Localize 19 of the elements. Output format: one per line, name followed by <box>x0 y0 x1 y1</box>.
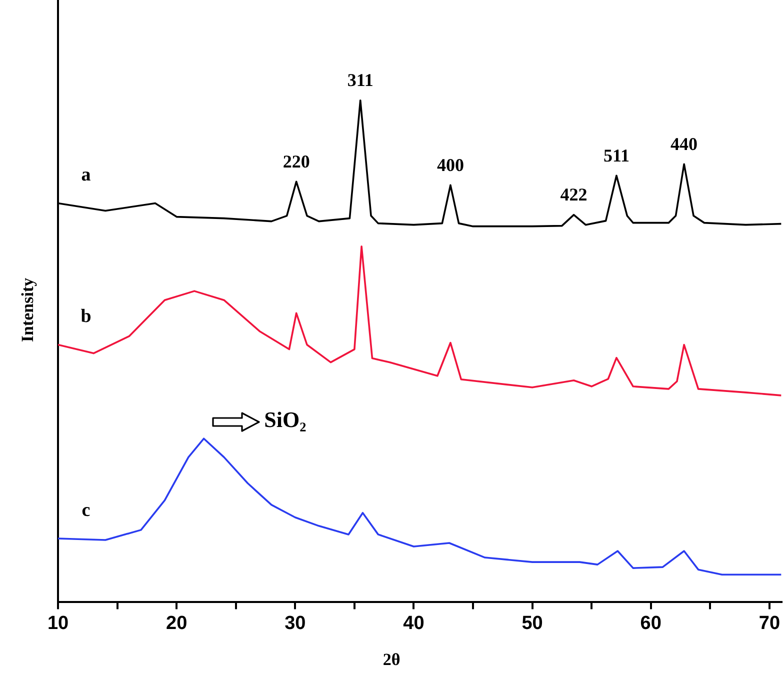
series-label: b <box>80 306 92 328</box>
y-axis-title: Intensity <box>18 276 38 344</box>
x-tick-label: 20 <box>166 612 188 634</box>
x-tick-label: 70 <box>758 612 780 634</box>
annotation: 511 <box>603 145 630 166</box>
annotation: 220 <box>282 151 310 172</box>
x-tick-label: 60 <box>640 612 662 634</box>
annotation: SiO₂ <box>264 407 307 432</box>
annotation: 422 <box>560 184 588 204</box>
series-label: c <box>82 500 90 521</box>
x-axis-title: 2θ <box>382 650 402 670</box>
series-label: a <box>81 164 92 186</box>
x-tick-label: 30 <box>284 612 306 634</box>
annotation: 440 <box>670 134 698 154</box>
annotation: 400 <box>436 154 464 175</box>
x-tick-label: 10 <box>47 612 69 634</box>
x-tick-label: 50 <box>522 612 543 634</box>
annotation: 311 <box>347 70 374 90</box>
x-tick-label: 40 <box>403 612 424 634</box>
